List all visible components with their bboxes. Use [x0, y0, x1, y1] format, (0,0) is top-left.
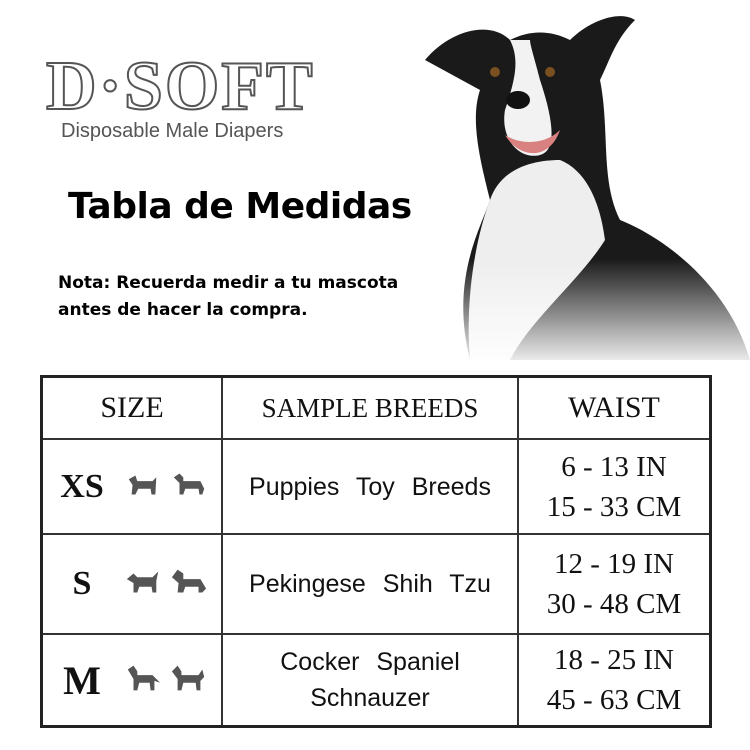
- table-row: M Cocker Spaniel Schnauzer 18 - 25 IN 45 -…: [40, 633, 712, 728]
- size-label: M: [63, 657, 101, 703]
- waist-cell: 18 - 25 IN 45 - 63 CM: [517, 633, 712, 728]
- size-cell: S: [40, 533, 223, 635]
- dog-silhouette-icon: [171, 569, 207, 592]
- header-size: SIZE: [40, 375, 223, 440]
- note-line-1: Nota: Recuerda medir a tu mascota: [58, 273, 399, 293]
- waist-cm: 45 - 63 CM: [546, 684, 682, 716]
- breed-text: Cocker Spaniel: [280, 648, 460, 676]
- waist-in: 12 - 19 IN: [553, 548, 674, 580]
- note: Nota: Recuerda medir a tu mascota antes …: [58, 270, 398, 324]
- waist-cm: 15 - 33 CM: [546, 490, 682, 523]
- breeds-cell: Pekingese Shih Tzu: [221, 533, 519, 635]
- size-table: SIZE SAMPLE BREEDS WAIST XS Puppies Toy …: [40, 375, 712, 728]
- breeds-cell: Cocker Spaniel Schnauzer: [221, 633, 519, 728]
- header-breeds: SAMPLE BREEDS: [221, 375, 519, 440]
- table-header-row: SIZE SAMPLE BREEDS WAIST: [40, 375, 712, 440]
- dog-photo: [410, 0, 750, 370]
- waist-in: 6 - 13 IN: [561, 450, 667, 483]
- breed-text: Puppies Toy Breeds: [249, 472, 491, 501]
- logo-brand: D·SOFT: [45, 48, 315, 125]
- dog-silhouette-icon: [127, 665, 161, 690]
- size-label: S: [72, 565, 92, 602]
- brand-logo: D·SOFT Disposable Male Diapers: [45, 48, 336, 143]
- table-row: XS Puppies Toy Breeds 6 - 13 IN 15 - 33 C…: [40, 438, 712, 535]
- breed-text: Pekingese Shih Tzu: [249, 570, 491, 598]
- waist-cell: 12 - 19 IN 30 - 48 CM: [517, 533, 712, 635]
- note-line-2: antes de hacer la compra.: [58, 300, 308, 320]
- waist-cell: 6 - 13 IN 15 - 33 CM: [517, 438, 712, 535]
- waist-cm: 30 - 48 CM: [546, 588, 682, 620]
- breeds-cell: Puppies Toy Breeds: [221, 438, 519, 535]
- dog-silhouette-icon: [171, 665, 205, 690]
- dog-silhouette-icon: [126, 571, 159, 592]
- logo-tagline: Disposable Male Diapers: [61, 120, 284, 142]
- dog-silhouette-icon: [173, 473, 205, 495]
- dog-silhouette-icon: [128, 475, 157, 495]
- size-label: XS: [60, 467, 104, 505]
- size-cell: M: [40, 633, 223, 728]
- size-cell: XS: [40, 438, 223, 535]
- header-waist: WAIST: [517, 375, 712, 440]
- table-row: S Pekingese Shih Tzu 12 - 19 IN 30 - 48 C…: [40, 533, 712, 635]
- page-title: Tabla de Medidas: [68, 186, 412, 227]
- waist-in: 18 - 25 IN: [553, 644, 674, 676]
- breed-text: Schnauzer: [310, 684, 430, 712]
